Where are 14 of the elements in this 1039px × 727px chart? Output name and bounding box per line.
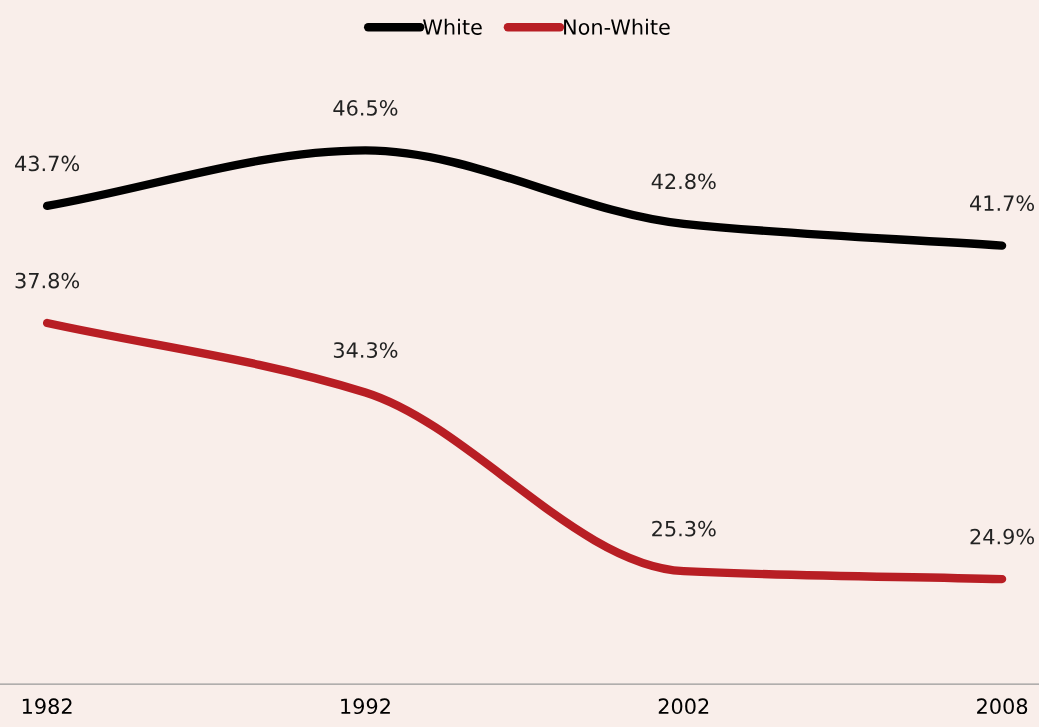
x-tick-label: 2002 <box>658 698 709 715</box>
legend-label: White <box>423 18 482 35</box>
data-label: 46.5% <box>333 100 398 116</box>
x-tick-label: 1992 <box>341 698 390 715</box>
x-tick-label: 2008 <box>977 698 1028 715</box>
data-label: 34.3% <box>333 342 398 358</box>
data-label: 25.3% <box>652 520 716 537</box>
data-label: 42.8% <box>651 173 716 190</box>
data-label: 41.7% <box>970 195 1035 212</box>
x-tick-label: 1982 <box>22 698 72 715</box>
data-label: 43.7% <box>15 155 80 172</box>
data-label: 37.8% <box>15 272 80 289</box>
data-label: 24.9% <box>970 528 1035 545</box>
legend-label: Non-White <box>564 18 670 35</box>
